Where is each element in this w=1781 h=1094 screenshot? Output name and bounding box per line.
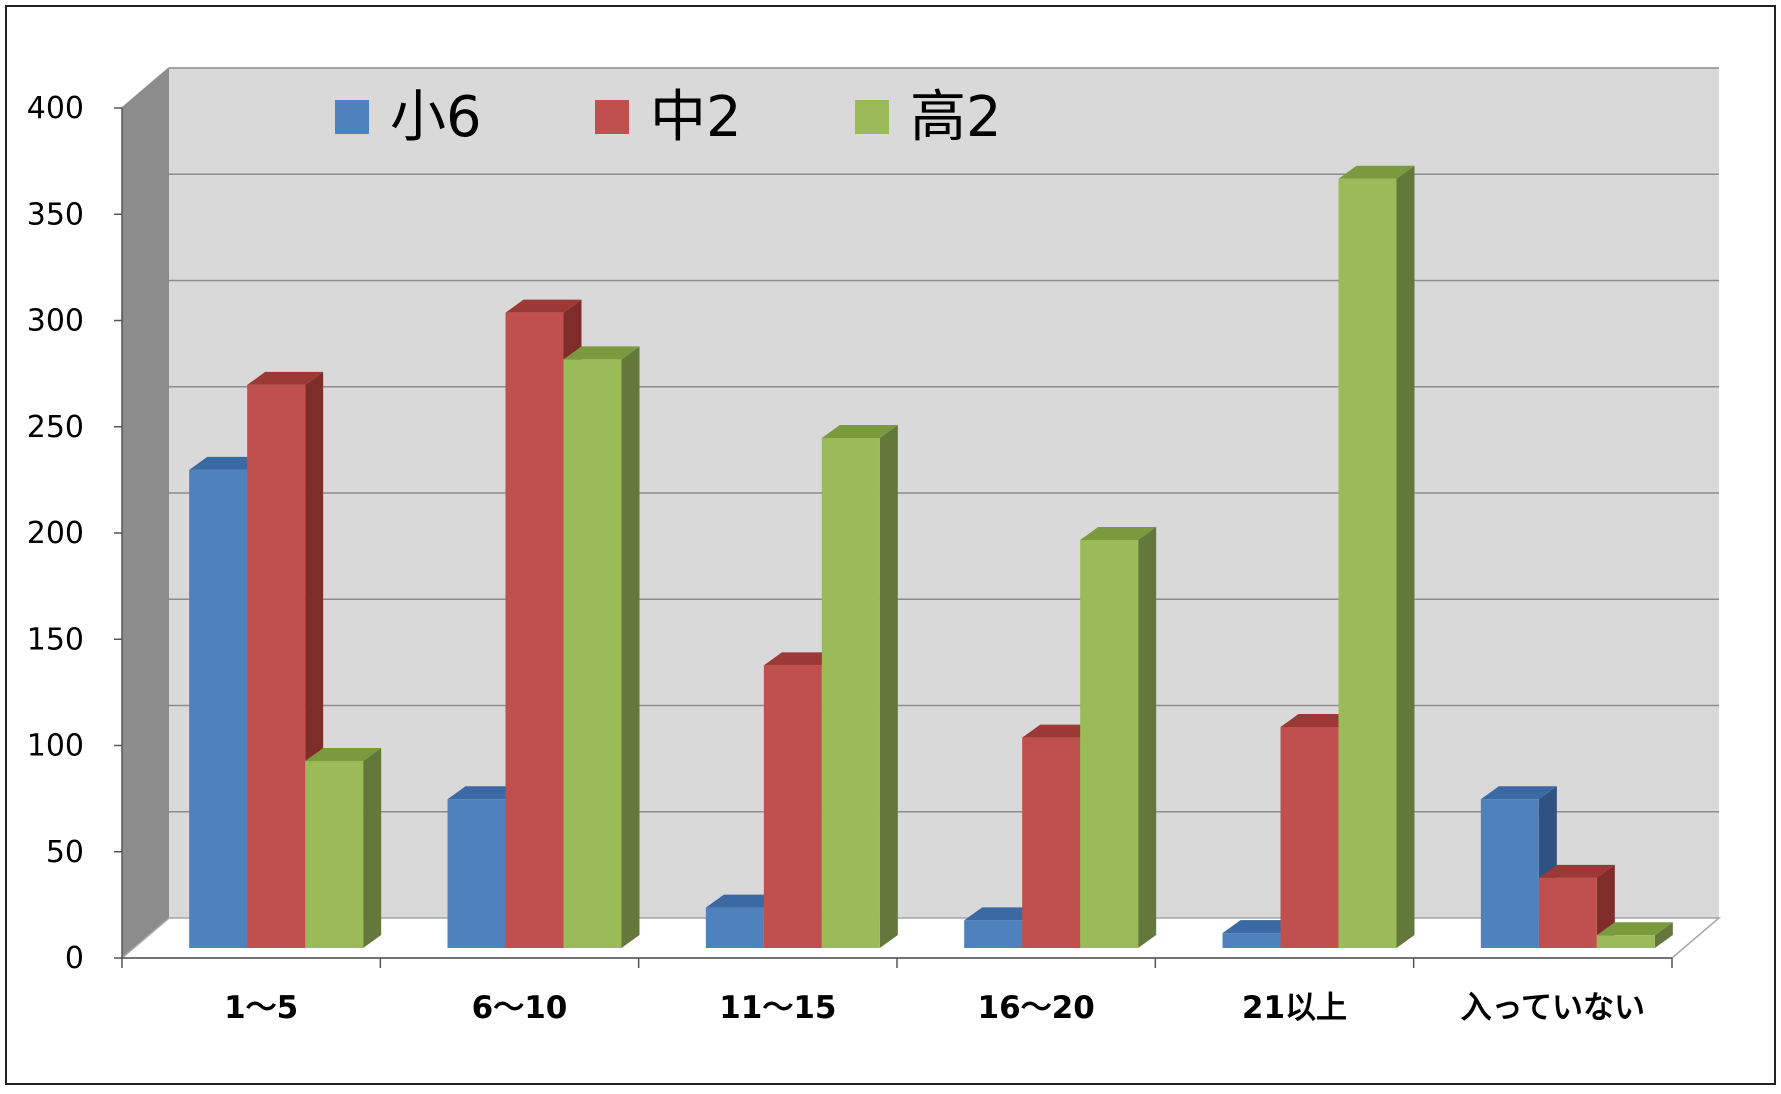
bar-side: [363, 748, 382, 948]
bar-top: [1022, 724, 1099, 738]
legend-swatch: [595, 100, 629, 134]
y-tick-label: 250: [27, 410, 84, 445]
y-tick-label: 100: [27, 729, 84, 764]
legend-label: 中2: [650, 85, 742, 150]
bar: [305, 761, 364, 948]
bar: [505, 312, 564, 948]
bar-top: [247, 371, 324, 385]
gridline-side: [121, 279, 170, 322]
x-tick-label: 1〜5: [224, 990, 298, 1026]
gridline-side: [121, 598, 170, 640]
bar-top: [1280, 714, 1357, 727]
bar: [189, 469, 248, 948]
legend-swatch: [855, 100, 889, 134]
gridline-side: [121, 704, 170, 747]
bar-side: [1654, 922, 1673, 948]
x-tick-label: 6〜10: [472, 990, 568, 1026]
bar-top: [821, 425, 898, 438]
gridline-side: [121, 811, 170, 853]
x-tick-label: 11〜15: [719, 990, 836, 1026]
y-tick-label: 400: [27, 91, 84, 126]
gridline-side: [121, 67, 170, 109]
bar-top: [505, 299, 582, 313]
bar-side: [879, 425, 898, 948]
bar: [821, 438, 880, 948]
bar-top: [189, 456, 266, 470]
bar: [247, 384, 306, 948]
legend-swatch: [335, 100, 369, 134]
bar: [1338, 178, 1397, 948]
bar-top: [705, 894, 782, 908]
bar: [1538, 877, 1597, 948]
y-tick-label: 200: [27, 516, 84, 551]
bar: [1222, 933, 1281, 948]
bar-top: [305, 748, 382, 761]
bar: [705, 907, 764, 948]
gridline-side: [121, 173, 170, 215]
y-tick-label: 350: [27, 197, 84, 232]
x-tick-label: 21以上: [1242, 990, 1347, 1026]
bar-top: [964, 907, 1041, 921]
bar: [1596, 935, 1655, 948]
legend-label: 高2: [910, 85, 1002, 150]
gridline-side: [121, 492, 170, 534]
bar: [763, 665, 822, 948]
bar-side: [1138, 527, 1157, 948]
x-tick-label: 16〜20: [978, 990, 1095, 1026]
bar: [1022, 737, 1081, 948]
bar-top: [1222, 920, 1299, 934]
bar-top: [1480, 786, 1557, 800]
bar-top: [1538, 864, 1615, 878]
legend-label: 小6: [390, 85, 482, 150]
bar-top: [563, 346, 640, 360]
bar: [447, 799, 506, 948]
y-tick-label: 300: [27, 304, 84, 339]
bar-top: [763, 652, 840, 666]
bar-side: [621, 346, 640, 948]
y-tick-label: 0: [65, 941, 84, 976]
bar-top: [1080, 527, 1157, 540]
x-tick-label: 入っていない: [1461, 990, 1645, 1026]
bar: [563, 359, 622, 948]
gridline-side: [121, 386, 170, 428]
bar: [964, 920, 1023, 948]
bar-top: [1596, 922, 1673, 936]
bar-top: [1338, 165, 1415, 179]
bar: [1280, 727, 1339, 948]
y-tick-label: 50: [46, 835, 84, 870]
bar: [1480, 799, 1539, 948]
bar: [1080, 540, 1139, 948]
bar-top: [447, 786, 524, 800]
y-tick-label: 150: [27, 622, 84, 657]
bar-side: [1396, 165, 1415, 948]
